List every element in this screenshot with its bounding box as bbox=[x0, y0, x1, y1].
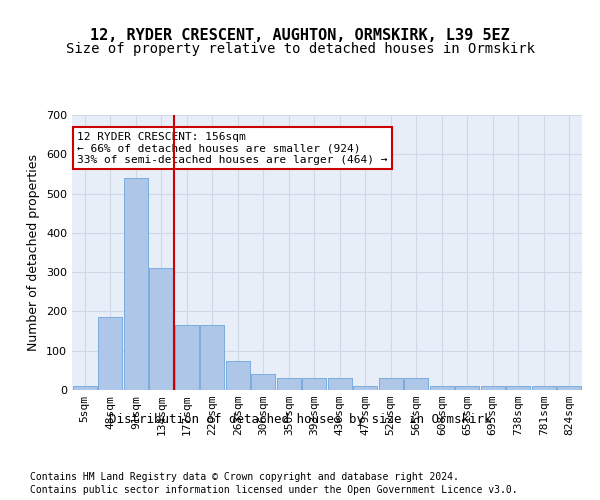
Text: 12 RYDER CRESCENT: 156sqm
← 66% of detached houses are smaller (924)
33% of semi: 12 RYDER CRESCENT: 156sqm ← 66% of detac… bbox=[77, 132, 388, 164]
Bar bbox=[455, 386, 479, 390]
Bar bbox=[277, 378, 301, 390]
Bar bbox=[481, 386, 505, 390]
Text: Contains public sector information licensed under the Open Government Licence v3: Contains public sector information licen… bbox=[30, 485, 518, 495]
Bar bbox=[379, 378, 403, 390]
Bar bbox=[149, 268, 173, 390]
Text: Size of property relative to detached houses in Ormskirk: Size of property relative to detached ho… bbox=[65, 42, 535, 56]
Bar bbox=[251, 374, 275, 390]
Bar bbox=[506, 386, 530, 390]
Bar bbox=[557, 386, 581, 390]
Bar bbox=[124, 178, 148, 390]
Y-axis label: Number of detached properties: Number of detached properties bbox=[28, 154, 40, 351]
Bar bbox=[98, 318, 122, 390]
Bar bbox=[532, 386, 556, 390]
Bar bbox=[226, 360, 250, 390]
Bar bbox=[200, 325, 224, 390]
Bar bbox=[73, 386, 97, 390]
Text: 12, RYDER CRESCENT, AUGHTON, ORMSKIRK, L39 5EZ: 12, RYDER CRESCENT, AUGHTON, ORMSKIRK, L… bbox=[90, 28, 510, 42]
Bar bbox=[328, 378, 352, 390]
Bar bbox=[430, 386, 454, 390]
Text: Distribution of detached houses by size in Ormskirk: Distribution of detached houses by size … bbox=[109, 412, 491, 426]
Bar bbox=[302, 378, 326, 390]
Bar bbox=[353, 386, 377, 390]
Bar bbox=[175, 325, 199, 390]
Bar bbox=[404, 378, 428, 390]
Text: Contains HM Land Registry data © Crown copyright and database right 2024.: Contains HM Land Registry data © Crown c… bbox=[30, 472, 459, 482]
